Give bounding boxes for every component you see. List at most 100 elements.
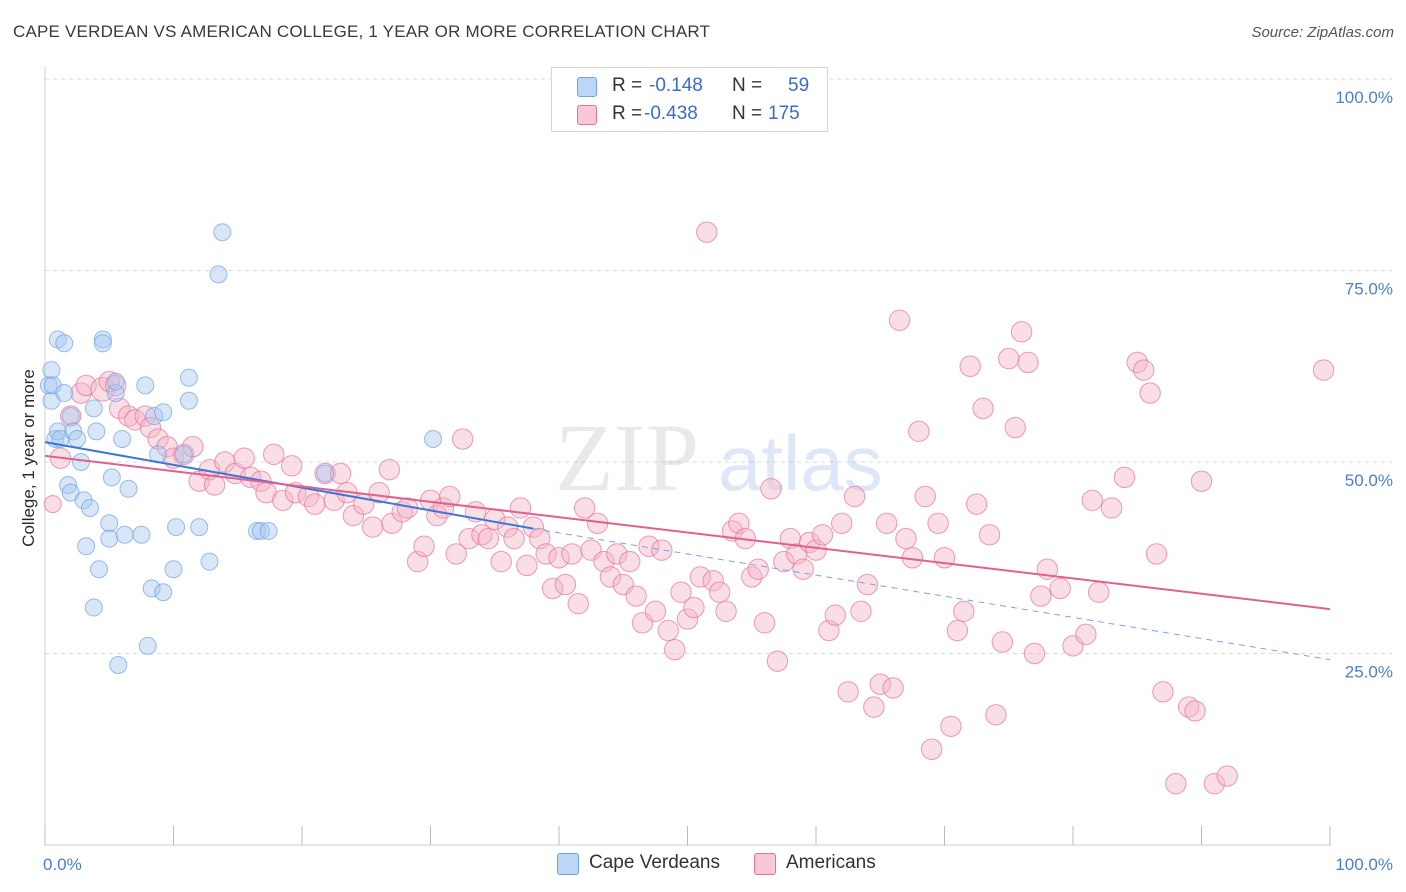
american-point bbox=[104, 374, 127, 397]
american-point bbox=[991, 631, 1014, 653]
american-point bbox=[314, 462, 336, 485]
american-point bbox=[1216, 765, 1238, 787]
cape-verdean-point bbox=[167, 518, 186, 537]
cape-verdean-point bbox=[113, 430, 132, 449]
american-point bbox=[233, 447, 255, 469]
cape-verdean-point bbox=[154, 583, 173, 602]
american-point bbox=[1190, 470, 1213, 492]
legend-r-label: R = bbox=[612, 75, 643, 96]
cape-verdean-point bbox=[132, 525, 151, 544]
american-point bbox=[670, 581, 692, 603]
american-point bbox=[651, 539, 673, 561]
cape-verdean-point bbox=[213, 223, 232, 242]
legend-swatch-blue bbox=[557, 853, 579, 875]
grid-lines bbox=[45, 78, 1392, 654]
american-point bbox=[503, 527, 525, 550]
american-point bbox=[760, 478, 782, 500]
american-point bbox=[940, 715, 962, 737]
cape-verdean-point bbox=[55, 384, 74, 403]
american-point bbox=[98, 370, 120, 393]
chart-title: CAPE VERDEAN VS AMERICAN COLLEGE, 1 YEAR… bbox=[13, 22, 711, 41]
american-point bbox=[496, 516, 519, 538]
x-tick-label: 0.0% bbox=[43, 855, 82, 874]
american-point bbox=[715, 600, 737, 623]
americans-points bbox=[43, 221, 1335, 795]
legend-row-americans: R = -0.438 N = 175 bbox=[552, 102, 827, 128]
american-point bbox=[1023, 642, 1046, 665]
cape-verdean-point bbox=[115, 525, 134, 544]
american-point bbox=[361, 516, 384, 538]
cape-verdean-point bbox=[100, 529, 119, 548]
x-tick-label: 100.0% bbox=[1335, 855, 1393, 874]
cape-verdean-point bbox=[179, 391, 198, 410]
american-point bbox=[574, 497, 596, 519]
american-point bbox=[378, 458, 401, 481]
american-point bbox=[1312, 359, 1335, 381]
american-point bbox=[1177, 696, 1200, 718]
american-point bbox=[173, 443, 195, 466]
legend-n-label: N = bbox=[732, 75, 763, 96]
american-point bbox=[548, 547, 570, 569]
american-point bbox=[625, 585, 647, 607]
american-point bbox=[490, 550, 512, 573]
american-point bbox=[509, 497, 532, 519]
american-point bbox=[882, 677, 904, 699]
american-point bbox=[516, 554, 538, 577]
american-point bbox=[1010, 321, 1033, 343]
watermark-atlas: atlas bbox=[718, 419, 883, 507]
american-point bbox=[445, 543, 467, 565]
cape-verdean-point bbox=[80, 498, 99, 517]
cape-verdean-point bbox=[136, 376, 155, 395]
american-point bbox=[753, 612, 776, 634]
cape-verdean-point bbox=[164, 560, 183, 579]
legend: R = -0.148 N = 59 R = -0.438 N = 175 bbox=[551, 67, 828, 132]
legend-row-cape-verdeans: R = -0.148 N = 59 bbox=[552, 74, 827, 100]
american-point bbox=[599, 566, 622, 588]
american-point bbox=[477, 527, 500, 550]
cape-verdean-point bbox=[142, 579, 161, 598]
cape-verdean-point bbox=[84, 399, 103, 418]
american-point bbox=[1004, 416, 1026, 439]
cape-verdean-point bbox=[251, 521, 270, 540]
american-point bbox=[831, 512, 853, 534]
american-point bbox=[914, 485, 936, 508]
american-point bbox=[108, 397, 131, 420]
cape-verdean-point bbox=[316, 464, 335, 483]
legend-label: Americans bbox=[786, 852, 876, 873]
watermark-zip: ZIP bbox=[555, 404, 699, 511]
american-point bbox=[708, 581, 731, 603]
american-point bbox=[368, 481, 390, 504]
cape-verdean-point bbox=[109, 655, 128, 674]
american-point bbox=[965, 493, 988, 515]
cape-verdean-point bbox=[138, 636, 157, 655]
cape-verdean-point bbox=[119, 479, 138, 498]
american-point bbox=[304, 493, 326, 515]
american-point bbox=[843, 485, 866, 508]
american-point bbox=[747, 558, 769, 580]
legend-n-value: 175 bbox=[768, 103, 800, 124]
american-point bbox=[863, 696, 885, 718]
american-point bbox=[182, 435, 204, 458]
american-point bbox=[766, 650, 789, 672]
american-point bbox=[927, 512, 949, 534]
american-point bbox=[638, 535, 660, 557]
legend-r-label: R = bbox=[612, 103, 643, 124]
american-point bbox=[978, 524, 1001, 546]
american-point bbox=[1075, 623, 1097, 646]
american-point bbox=[696, 221, 718, 243]
cape-verdean-point bbox=[87, 422, 106, 441]
american-point bbox=[683, 596, 705, 619]
american-point bbox=[1100, 497, 1123, 519]
cape-verdeans-points bbox=[39, 223, 443, 674]
y-tick-label: 50.0% bbox=[1345, 471, 1393, 490]
cape-verdean-point bbox=[100, 514, 119, 533]
american-point bbox=[1088, 581, 1110, 603]
american-point bbox=[920, 738, 943, 760]
cape-verdean-point bbox=[179, 368, 198, 387]
american-point bbox=[458, 527, 480, 550]
american-point bbox=[535, 543, 557, 565]
american-point bbox=[946, 619, 969, 642]
american-point bbox=[618, 550, 641, 573]
y-tick-label: 75.0% bbox=[1345, 280, 1393, 299]
